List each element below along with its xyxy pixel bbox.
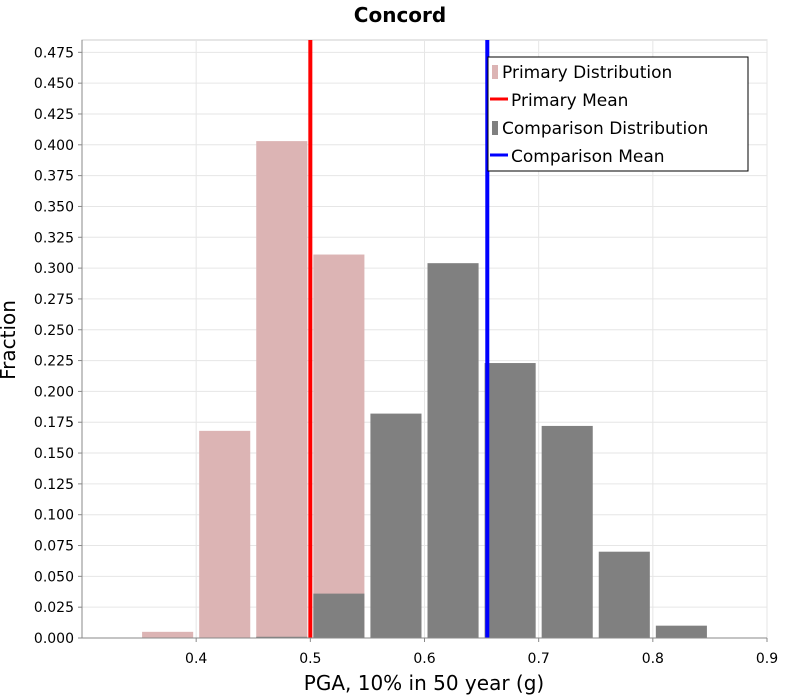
comparison-distribution-bar bbox=[598, 551, 650, 638]
legend-label-comparison-mean: Comparison Mean bbox=[511, 147, 665, 167]
y-tick-label: 0.050 bbox=[34, 569, 74, 585]
y-tick-label: 0.075 bbox=[34, 539, 74, 555]
y-tick-label: 0.400 bbox=[34, 138, 74, 154]
legend-swatch-comparison-distribution bbox=[492, 121, 498, 135]
x-tick-label: 0.5 bbox=[299, 651, 321, 667]
y-tick-label: 0.025 bbox=[34, 600, 74, 616]
legend-label-comparison-distribution: Comparison Distribution bbox=[502, 119, 708, 139]
legend-box bbox=[487, 56, 749, 172]
comparison-distribution-bar bbox=[655, 625, 707, 638]
y-tick-label: 0.350 bbox=[34, 199, 74, 215]
y-tick-label: 0.450 bbox=[34, 76, 74, 92]
y-tick-label: 0.225 bbox=[34, 354, 74, 370]
primary-distribution-bar bbox=[142, 631, 194, 638]
x-axis-ticks: 0.4 0.5 0.6 0.7 0.8 0.9 bbox=[185, 638, 778, 667]
legend-swatch-primary-distribution bbox=[492, 65, 498, 79]
histogram-bars bbox=[142, 141, 707, 638]
comparison-distribution-bar bbox=[541, 425, 593, 638]
y-tick-label: 0.125 bbox=[34, 477, 74, 493]
y-tick-label: 0.200 bbox=[34, 384, 74, 400]
y-tick-label: 0.275 bbox=[34, 292, 74, 308]
comparison-distribution-bar bbox=[427, 263, 479, 638]
legend: Primary Distribution Primary Mean Compar… bbox=[487, 56, 749, 172]
primary-distribution-bar bbox=[256, 141, 308, 638]
y-axis-label: Fraction bbox=[0, 300, 20, 380]
y-axis-ticks: 0.000 0.025 0.050 0.075 0.100 0.125 0.150 0.175… bbox=[34, 45, 82, 647]
legend-label-primary-mean: Primary Mean bbox=[511, 91, 628, 111]
y-tick-label: 0.000 bbox=[34, 631, 74, 647]
y-tick-label: 0.100 bbox=[34, 508, 74, 524]
x-tick-label: 0.8 bbox=[642, 651, 664, 667]
y-tick-label: 0.375 bbox=[34, 169, 74, 185]
x-tick-label: 0.7 bbox=[528, 651, 550, 667]
legend-label-primary-distribution: Primary Distribution bbox=[502, 63, 672, 83]
x-tick-label: 0.4 bbox=[185, 651, 207, 667]
x-tick-label: 0.9 bbox=[756, 651, 778, 667]
y-tick-label: 0.475 bbox=[34, 45, 74, 61]
chart-title: Concord bbox=[354, 3, 446, 27]
y-tick-label: 0.250 bbox=[34, 323, 74, 339]
primary-distribution-bar bbox=[199, 430, 251, 638]
y-tick-label: 0.150 bbox=[34, 446, 74, 462]
comparison-distribution-bar bbox=[313, 593, 365, 638]
y-tick-label: 0.175 bbox=[34, 415, 74, 431]
comparison-distribution-bar bbox=[370, 413, 422, 638]
y-tick-label: 0.425 bbox=[34, 107, 74, 123]
primary-distribution-bar bbox=[313, 254, 365, 638]
x-axis-label: PGA, 10% in 50 year (g) bbox=[304, 671, 544, 695]
x-tick-label: 0.6 bbox=[413, 651, 435, 667]
comparison-distribution-bar bbox=[484, 363, 536, 638]
mean-lines bbox=[308, 40, 490, 638]
y-tick-label: 0.325 bbox=[34, 230, 74, 246]
y-tick-label: 0.300 bbox=[34, 261, 74, 277]
comparison-distribution-bar bbox=[256, 636, 308, 638]
